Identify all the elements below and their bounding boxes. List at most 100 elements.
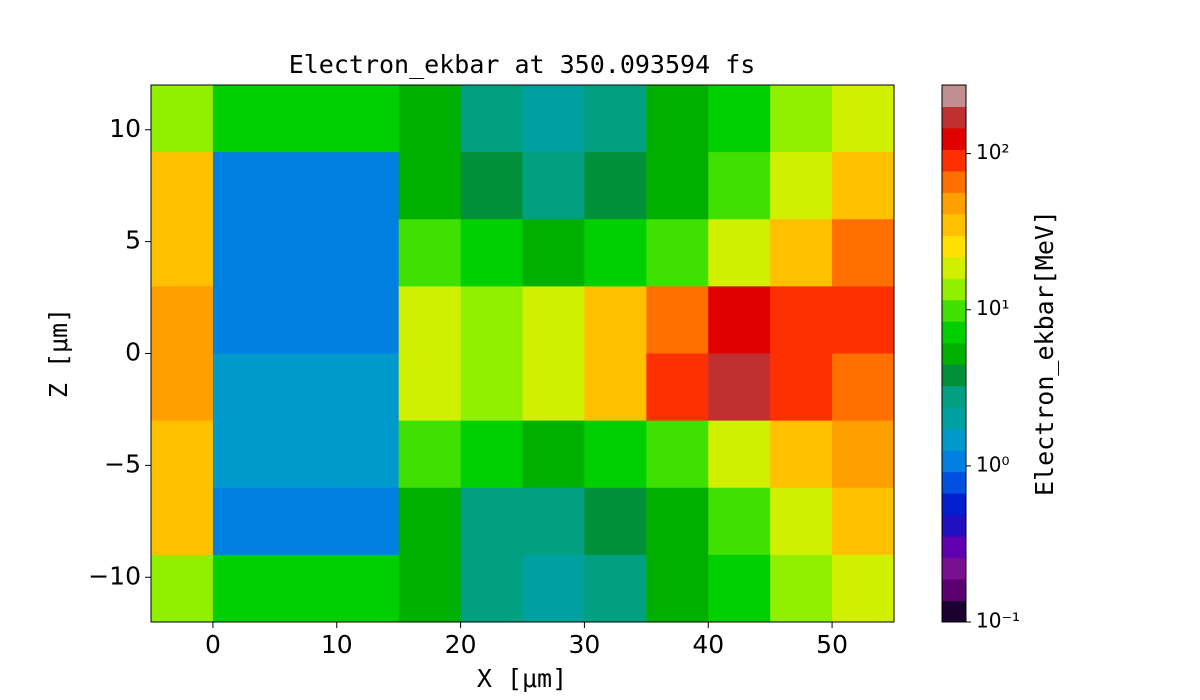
x-tick-label: 50: [816, 630, 848, 659]
heatmap-cell: [151, 554, 214, 623]
colorbar-segment: [942, 278, 966, 301]
heatmap-cell: [336, 353, 400, 422]
heatmap-cell: [212, 286, 276, 354]
heatmap-cell: [832, 487, 895, 556]
heatmap-cell: [522, 554, 585, 623]
heatmap-cell: [274, 353, 338, 422]
colorbar-segment: [942, 299, 966, 322]
heatmap-cell: [460, 554, 523, 623]
heatmap-cell: [460, 152, 523, 220]
heatmap-cell: [336, 420, 400, 489]
heatmap-cell: [708, 353, 771, 422]
heatmap-cell: [460, 286, 523, 354]
colorbar-frame: [941, 84, 967, 623]
x-tick-label: 0: [205, 630, 221, 659]
x-axis-label: X [μm]: [477, 664, 567, 693]
heatmap-cell: [646, 152, 709, 220]
heatmap-cell: [646, 353, 709, 422]
colorbar-segment: [942, 600, 966, 623]
heatmap-cell: [336, 286, 400, 354]
heatmap-cell: [460, 219, 523, 287]
heatmap-cell: [646, 286, 709, 354]
y-tick-label: 5: [125, 226, 141, 255]
colorbar-segment: [942, 321, 966, 344]
y-axis-label: Z [μm]: [44, 308, 73, 398]
heatmap-cell: [336, 219, 400, 287]
colorbar-tick-label: 10⁻¹: [976, 609, 1020, 633]
colorbar-segment: [942, 450, 966, 473]
heatmap-cell: [151, 286, 214, 354]
heatmap-cell: [770, 219, 833, 287]
heatmap-cell: [522, 420, 585, 489]
x-tick-label: 30: [569, 630, 601, 659]
heatmap-cell: [274, 487, 338, 556]
heatmap-cell: [584, 420, 647, 489]
colorbar-segment: [942, 170, 966, 193]
chart-title: Electron_ekbar at 350.093594 fs: [289, 50, 756, 79]
colorbar-segment: [942, 428, 966, 451]
y-tick-label: −10: [88, 561, 141, 590]
heatmap-cell: [522, 85, 585, 153]
colorbar-segment: [942, 85, 966, 107]
heatmap-cell: [522, 353, 585, 422]
heatmap-cell: [274, 219, 338, 287]
heatmap-cell: [274, 420, 338, 489]
heatmap-cell: [522, 286, 585, 354]
colorbar-segment: [942, 149, 966, 172]
colorbar-segment: [942, 213, 966, 236]
colorbar-segment: [942, 407, 966, 430]
heatmap-cell: [646, 420, 709, 489]
heatmap-cell: [460, 487, 523, 556]
heatmap-cell: [398, 554, 462, 623]
heatmap-cell: [522, 487, 585, 556]
colorbar-segment: [942, 256, 966, 279]
heatmap-cell: [212, 219, 276, 287]
heatmap-cell: [398, 286, 462, 354]
heatmap-cell: [584, 286, 647, 354]
heatmap-cell: [212, 487, 276, 556]
heatmap-cell: [460, 420, 523, 489]
heatmap-cell: [274, 554, 338, 623]
heatmap-cell: [212, 152, 276, 220]
heatmap-cell: [274, 286, 338, 354]
heatmap-cell: [832, 420, 895, 489]
heatmap-cell: [336, 85, 400, 153]
colorbar-segment: [942, 536, 966, 559]
colorbar-tick-label: 10¹: [976, 296, 1009, 320]
heatmap-cell: [584, 554, 647, 623]
colorbar-segment: [942, 127, 966, 150]
x-tick-label: 40: [692, 630, 724, 659]
heatmap-cell: [770, 152, 833, 220]
heatmap-cell: [336, 152, 400, 220]
heatmap-cell: [460, 353, 523, 422]
colorbar-label: Electron_ekbar[MeV]: [1030, 210, 1059, 496]
heatmap-cell: [398, 487, 462, 556]
heatmap-cell: [398, 152, 462, 220]
y-tick-label: 10: [109, 114, 141, 143]
heatmap-cell: [212, 420, 276, 489]
heatmap-cell: [708, 219, 771, 287]
x-tick-label: 20: [445, 630, 477, 659]
heatmap-cell: [522, 219, 585, 287]
heatmap-cell: [770, 487, 833, 556]
heatmap-cell: [522, 152, 585, 220]
heatmap-cell: [584, 152, 647, 220]
heatmap-cell: [398, 219, 462, 287]
heatmap-cell: [336, 554, 400, 623]
heatmap-cell: [770, 554, 833, 623]
heatmap-cell: [708, 152, 771, 220]
colorbar-tick-label: 10²: [976, 140, 1009, 164]
colorbar-segment: [942, 493, 966, 516]
heatmap-cell: [398, 420, 462, 489]
heatmap-cell: [151, 487, 214, 556]
heatmap-cell: [212, 554, 276, 623]
colorbar-segment: [942, 385, 966, 408]
heatmap-cell: [274, 152, 338, 220]
heatmap-cell: [151, 85, 214, 153]
heatmap-cell: [832, 219, 895, 287]
heatmap-cell: [584, 487, 647, 556]
heatmap-cell: [708, 420, 771, 489]
heatmap-cell: [708, 85, 771, 153]
heatmap-cell: [832, 85, 895, 153]
